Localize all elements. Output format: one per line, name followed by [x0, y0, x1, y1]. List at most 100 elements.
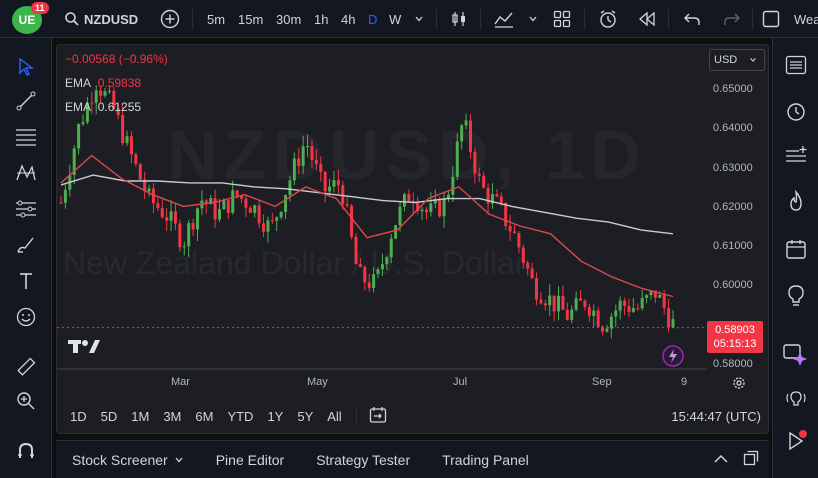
chart-type-button[interactable]	[450, 0, 468, 38]
calendar-button[interactable]	[783, 236, 809, 262]
ai-assistant-button[interactable]	[783, 342, 809, 368]
candle-body	[658, 294, 662, 298]
brush-tool[interactable]	[13, 232, 39, 258]
candle-body	[222, 200, 226, 210]
candle-body	[653, 290, 657, 298]
range-5d[interactable]: 5D	[100, 408, 118, 424]
ideas-button[interactable]	[783, 282, 809, 308]
collapse-panel-button[interactable]	[713, 452, 729, 468]
rewind-icon	[639, 11, 655, 27]
interval-label: W	[389, 11, 402, 27]
watchlist-button[interactable]	[783, 52, 809, 78]
tab-stock-screener[interactable]: Stock Screener	[72, 451, 168, 468]
add-symbol-button[interactable]	[160, 0, 180, 38]
zoom-tool[interactable]	[13, 388, 39, 414]
candle-body	[156, 203, 160, 209]
candle-body	[640, 297, 644, 309]
undo-button[interactable]	[684, 0, 700, 38]
range-1m[interactable]: 1M	[131, 408, 150, 424]
screener-dropdown[interactable]	[174, 452, 184, 468]
ema-fast-line[interactable]	[60, 154, 674, 298]
chart-settings-button[interactable]	[731, 375, 747, 396]
utc-clock[interactable]: 15:44:47 (UTC)	[671, 408, 761, 424]
candle-body	[165, 217, 169, 221]
news-flash-button[interactable]	[662, 345, 684, 372]
fullscreen-button[interactable]	[762, 0, 780, 38]
candle-body	[601, 326, 605, 332]
ema-fast-legend[interactable]: EMA 0.59838	[65, 76, 141, 90]
measure-tool[interactable]	[13, 354, 39, 380]
sparkle-chat-icon	[783, 344, 807, 366]
range-1y[interactable]: 1Y	[267, 408, 284, 424]
replay-button[interactable]	[638, 0, 656, 38]
flame-icon	[790, 190, 802, 211]
signals-button[interactable]	[783, 386, 809, 412]
data-window-button[interactable]	[783, 142, 809, 168]
candle-body	[63, 189, 67, 203]
indicators-button[interactable]	[494, 0, 514, 38]
toolbar-divider	[752, 9, 753, 29]
indicators-icon	[494, 12, 513, 28]
range-1d[interactable]: 1D	[70, 408, 87, 424]
fib-tool[interactable]	[13, 124, 39, 150]
candle-body	[561, 295, 565, 310]
alerts-button[interactable]	[783, 98, 809, 124]
interval-15m[interactable]: 15m	[238, 0, 263, 38]
interval-4h[interactable]: 4h	[341, 0, 355, 38]
candle-body	[358, 264, 362, 268]
magnet-tool[interactable]	[13, 438, 39, 464]
maximize-panel-button[interactable]	[743, 450, 759, 469]
interval-dropdown[interactable]	[414, 0, 424, 38]
candle-body	[288, 180, 292, 195]
tab-pine-editor[interactable]: Pine Editor	[215, 451, 285, 468]
interval-1d-active[interactable]: D	[368, 0, 377, 38]
tradingview-logo[interactable]	[67, 338, 101, 359]
candle-body	[213, 198, 217, 220]
symbol-search[interactable]: NZDUSD	[64, 0, 138, 38]
range-6m[interactable]: 6M	[195, 408, 214, 424]
candle-body	[499, 196, 503, 203]
text-tool[interactable]	[13, 268, 39, 294]
icon-tool[interactable]	[13, 304, 39, 330]
interval-label: 15m	[238, 11, 264, 27]
layout-grid-icon	[553, 10, 571, 28]
candle-body	[332, 180, 336, 187]
candle-body	[671, 319, 675, 328]
range-ytd[interactable]: YTD	[227, 408, 254, 424]
stream-button[interactable]	[783, 428, 809, 454]
trend-line-tool[interactable]	[13, 88, 39, 114]
ema-slow-line[interactable]	[60, 174, 674, 235]
price-plot[interactable]	[57, 45, 769, 395]
chart-pane[interactable]: NZDUSD, 1D New Zealand Dollar / U.S. Dol…	[56, 44, 769, 434]
play-icon	[789, 430, 807, 451]
candle-body	[446, 194, 450, 199]
symbol-name: NZDUSD	[84, 11, 139, 27]
candle-body	[508, 225, 512, 232]
ema-slow-legend[interactable]: EMA 0.61255	[65, 100, 141, 114]
redo-button[interactable]	[724, 0, 740, 38]
hotlists-button[interactable]	[783, 188, 809, 214]
pattern-tool[interactable]	[13, 160, 39, 186]
tab-trading-panel[interactable]: Trading Panel	[442, 451, 529, 468]
cursor-tool[interactable]	[13, 54, 39, 80]
layouts-button[interactable]	[553, 0, 571, 38]
interval-1w[interactable]: W	[389, 0, 401, 38]
range-all[interactable]: All	[327, 408, 342, 424]
goto-date-button[interactable]	[369, 406, 387, 427]
interval-30m[interactable]: 30m	[276, 0, 301, 38]
interval-1h[interactable]: 1h	[314, 0, 328, 38]
range-3m[interactable]: 3M	[163, 408, 182, 424]
candle-body	[574, 298, 578, 310]
tab-strategy-tester[interactable]: Strategy Tester	[316, 451, 411, 468]
gear-icon	[733, 377, 745, 389]
interval-5m[interactable]: 5m	[207, 0, 225, 38]
y-tick: 0.63000	[713, 162, 753, 174]
forecasting-tool[interactable]	[13, 196, 39, 222]
alert-button[interactable]	[598, 0, 618, 38]
range-5y[interactable]: 5Y	[297, 408, 314, 424]
candle-body	[107, 90, 111, 92]
candle-body	[530, 268, 534, 279]
currency-button[interactable]: USD	[709, 49, 765, 71]
candle-body	[407, 194, 411, 202]
indicators-dropdown[interactable]	[528, 0, 538, 38]
